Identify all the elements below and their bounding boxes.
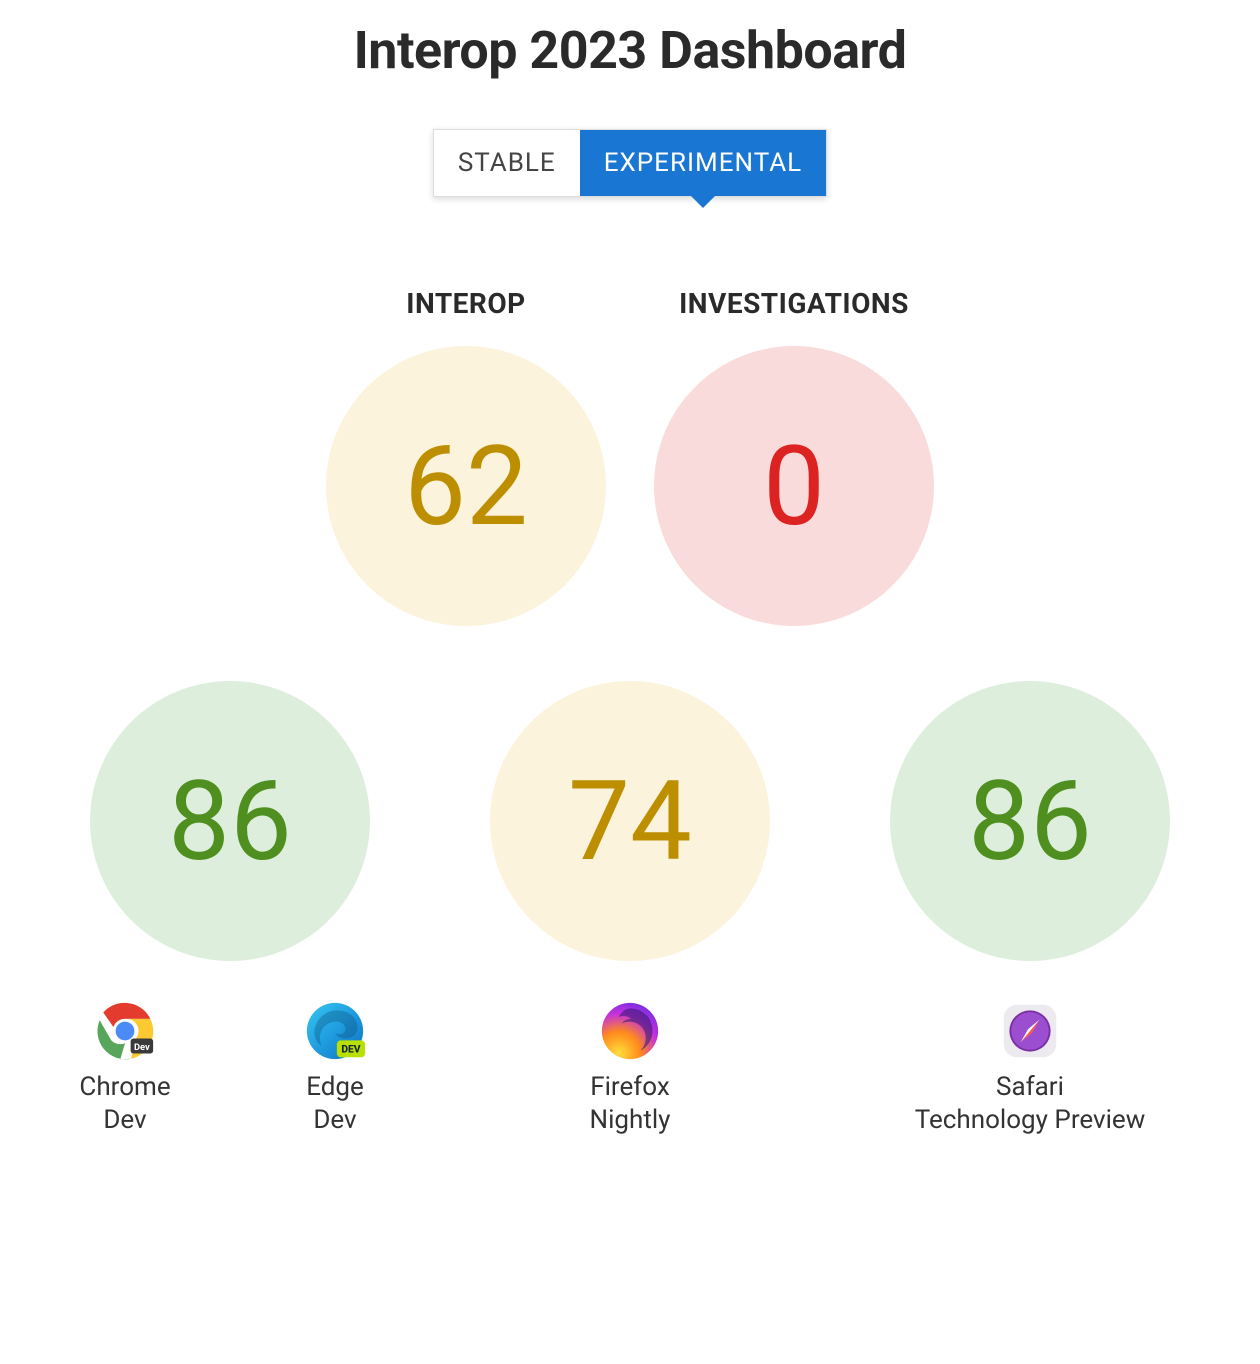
- browser-chrome-dev: Dev Chrome Dev: [60, 1001, 190, 1136]
- browser-name: Safari Technology Preview: [915, 1071, 1146, 1136]
- browser-name: Chrome Dev: [79, 1071, 170, 1136]
- score-value: 0: [763, 422, 825, 551]
- tab-stable[interactable]: STABLE: [434, 130, 580, 196]
- browser-metric-safari: 86 Safari Technology Preview: [860, 681, 1200, 1136]
- browser-metric-firefox: 74 Firefox Nightly: [460, 681, 800, 1136]
- browser-icons: Firefox Nightly: [565, 1001, 695, 1136]
- score-circle-firefox: 74: [490, 681, 770, 961]
- score-circle-safari: 86: [890, 681, 1170, 961]
- metric-investigations: INVESTIGATIONS 0: [654, 287, 934, 626]
- svg-text:Dev: Dev: [134, 1042, 150, 1053]
- page-title: Interop 2023 Dashboard: [354, 20, 907, 81]
- browser-metric-chrome-edge: 86 Dev Chrome Dev DEV Edge Dev: [60, 681, 400, 1136]
- metric-label: INVESTIGATIONS: [679, 287, 909, 320]
- metric-label: INTEROP: [406, 287, 525, 320]
- score-value: 74: [568, 757, 692, 886]
- score-value: 86: [168, 757, 292, 886]
- score-circle-investigations: 0: [654, 346, 934, 626]
- metric-interop: INTEROP 62: [326, 287, 606, 626]
- score-circle-chrome-edge: 86: [90, 681, 370, 961]
- browser-firefox-nightly: Firefox Nightly: [565, 1001, 695, 1136]
- score-circle-interop: 62: [326, 346, 606, 626]
- score-value: 86: [968, 757, 1092, 886]
- browser-edge-dev: DEV Edge Dev: [270, 1001, 400, 1136]
- score-value: 62: [404, 422, 528, 551]
- channel-tabs: STABLE EXPERIMENTAL: [433, 129, 827, 197]
- browser-name: Edge Dev: [306, 1071, 364, 1136]
- tab-experimental[interactable]: EXPERIMENTAL: [580, 130, 826, 196]
- browser-icons: Safari Technology Preview: [900, 1001, 1160, 1136]
- edge-dev-icon: DEV: [305, 1001, 365, 1061]
- safari-tp-icon: [1000, 1001, 1060, 1061]
- browser-safari-tp: Safari Technology Preview: [900, 1001, 1160, 1136]
- firefox-nightly-icon: [600, 1001, 660, 1061]
- svg-text:DEV: DEV: [341, 1043, 360, 1056]
- summary-row: INTEROP 62 INVESTIGATIONS 0: [326, 287, 934, 626]
- browser-icons: Dev Chrome Dev DEV Edge Dev: [60, 1001, 400, 1136]
- browser-name: Firefox Nightly: [590, 1071, 671, 1136]
- chrome-dev-icon: Dev: [95, 1001, 155, 1061]
- browser-row: 86 Dev Chrome Dev DEV Edge Dev74 Firefox…: [60, 681, 1200, 1136]
